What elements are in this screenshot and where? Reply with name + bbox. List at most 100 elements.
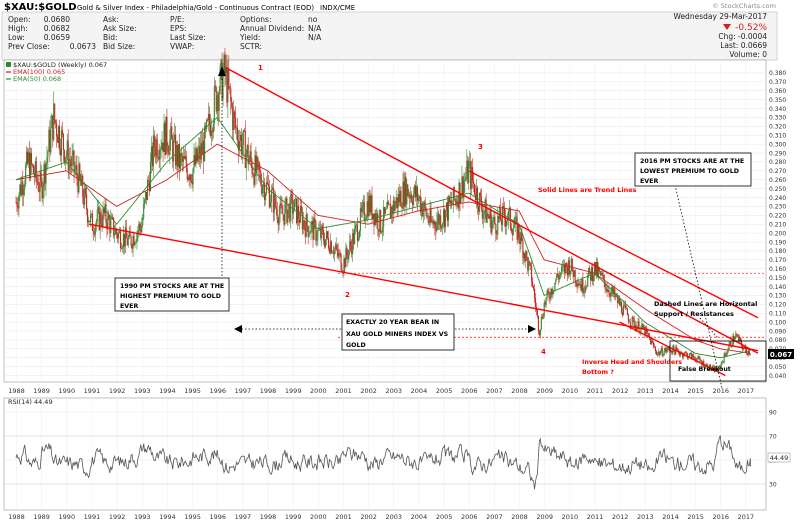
- candle-body: [159, 149, 161, 160]
- candle-body: [335, 244, 337, 249]
- note-1990: 1990 PM STOCKS ARE AT THE HIGHEST PREMIU…: [114, 277, 230, 312]
- candle-body: [259, 170, 261, 172]
- candle-body: [234, 111, 236, 118]
- stat-key: Prev Close:: [8, 42, 50, 51]
- candle-body: [19, 184, 21, 196]
- note-solid-lines: Solid Lines are Trend Lines: [538, 186, 637, 194]
- candle-body: [41, 180, 43, 199]
- ema50-line: [15, 116, 751, 359]
- current-price-marker: [768, 349, 794, 359]
- candle-body: [60, 130, 63, 156]
- candle-body: [328, 248, 330, 253]
- x-tick-label: 2008: [511, 387, 528, 395]
- candle-body: [713, 366, 716, 372]
- candle-body: [571, 258, 573, 271]
- y-tick-label: 0.330: [769, 115, 786, 122]
- candle-body: [208, 113, 211, 125]
- price-candles: [15, 47, 751, 374]
- ema100-line: [15, 143, 751, 354]
- candle-body: [99, 212, 101, 230]
- candle-body: [74, 169, 76, 172]
- candle-body: [685, 352, 687, 354]
- candle-body: [558, 276, 560, 280]
- stat-value: no: [308, 15, 318, 24]
- candle-body: [733, 336, 735, 342]
- candle-body: [691, 353, 693, 360]
- last-value: Last: 0.0669: [720, 41, 767, 50]
- candle-body: [409, 194, 411, 199]
- candle-body: [438, 214, 440, 225]
- candle-body: [454, 199, 456, 200]
- candle-body: [87, 209, 89, 223]
- candle-body: [407, 184, 409, 196]
- candle-body: [332, 252, 334, 255]
- candle-body: [304, 226, 306, 238]
- candle-body: [556, 273, 558, 280]
- candle-body: [136, 233, 138, 243]
- candle-body: [677, 349, 679, 351]
- candle-body: [276, 209, 278, 220]
- candle-body: [290, 194, 292, 222]
- candle-body: [125, 227, 127, 239]
- x-tick-label: 2005: [436, 387, 453, 395]
- candle-body: [293, 209, 295, 214]
- candle-body: [165, 116, 167, 156]
- candle-body: [318, 229, 320, 231]
- candle-body: [679, 352, 681, 356]
- candle-body: [470, 161, 472, 189]
- candle-body: [266, 182, 268, 194]
- candle-body: [27, 151, 29, 164]
- note-dashed-lines-1: Dashed Lines are Horizontal: [654, 300, 757, 308]
- candle-body: [619, 298, 621, 306]
- y-tick-label: 0.320: [769, 124, 786, 131]
- candle-body: [58, 126, 60, 143]
- x-tick-label: 2014: [662, 513, 679, 521]
- note-2016: 2016 PM STOCKS ARE AT THE LOWEST PREMIUM…: [634, 152, 752, 187]
- candle-body: [299, 205, 301, 223]
- candle-body: [453, 187, 455, 200]
- candle-body: [42, 186, 44, 199]
- stat-value: 0.0680: [44, 15, 70, 24]
- candle-body: [228, 69, 230, 87]
- candle-body: [215, 87, 217, 112]
- candle-body: [631, 316, 633, 326]
- candle-body: [523, 253, 525, 259]
- candle-body: [158, 156, 160, 160]
- candle-body: [300, 205, 302, 213]
- candle-body: [292, 195, 294, 214]
- symbol-title: $XAU:$GOLD: [4, 2, 77, 13]
- candle-body: [540, 317, 542, 330]
- candle-body: [660, 348, 662, 353]
- candle-body: [137, 230, 139, 234]
- x-tick-label: 2008: [511, 513, 528, 521]
- candle-body: [177, 144, 180, 167]
- legend-ema50: EMA(50) 0.068: [13, 75, 61, 83]
- candle-body: [563, 264, 565, 267]
- candle-body: [57, 136, 59, 143]
- stat-key: Bid Size:: [103, 42, 135, 51]
- candle-body: [419, 196, 421, 212]
- candle-body: [667, 346, 669, 350]
- y-tick-label: 0.290: [769, 150, 786, 157]
- candle-body: [531, 266, 533, 282]
- x-tick-label: 1989: [33, 513, 50, 521]
- candle-body: [495, 223, 497, 234]
- candle-body: [242, 130, 244, 146]
- y-tick-label: 0.260: [769, 177, 786, 184]
- candle-body: [119, 231, 122, 249]
- candle-body: [417, 197, 419, 201]
- candle-body: [267, 184, 270, 187]
- candle-body: [184, 156, 186, 159]
- candle-body: [473, 180, 475, 184]
- candle-body: [441, 225, 443, 229]
- candle-body: [135, 242, 137, 243]
- candle-body: [320, 227, 322, 239]
- candle-body: [20, 184, 22, 195]
- candle-body: [565, 263, 568, 267]
- note-false-breakout: False Breakout: [678, 366, 731, 373]
- candle-body: [67, 140, 69, 171]
- stat-key: EPS:: [170, 24, 187, 33]
- candle-body: [309, 232, 311, 234]
- candle-body: [152, 135, 154, 167]
- candle-body: [598, 268, 600, 271]
